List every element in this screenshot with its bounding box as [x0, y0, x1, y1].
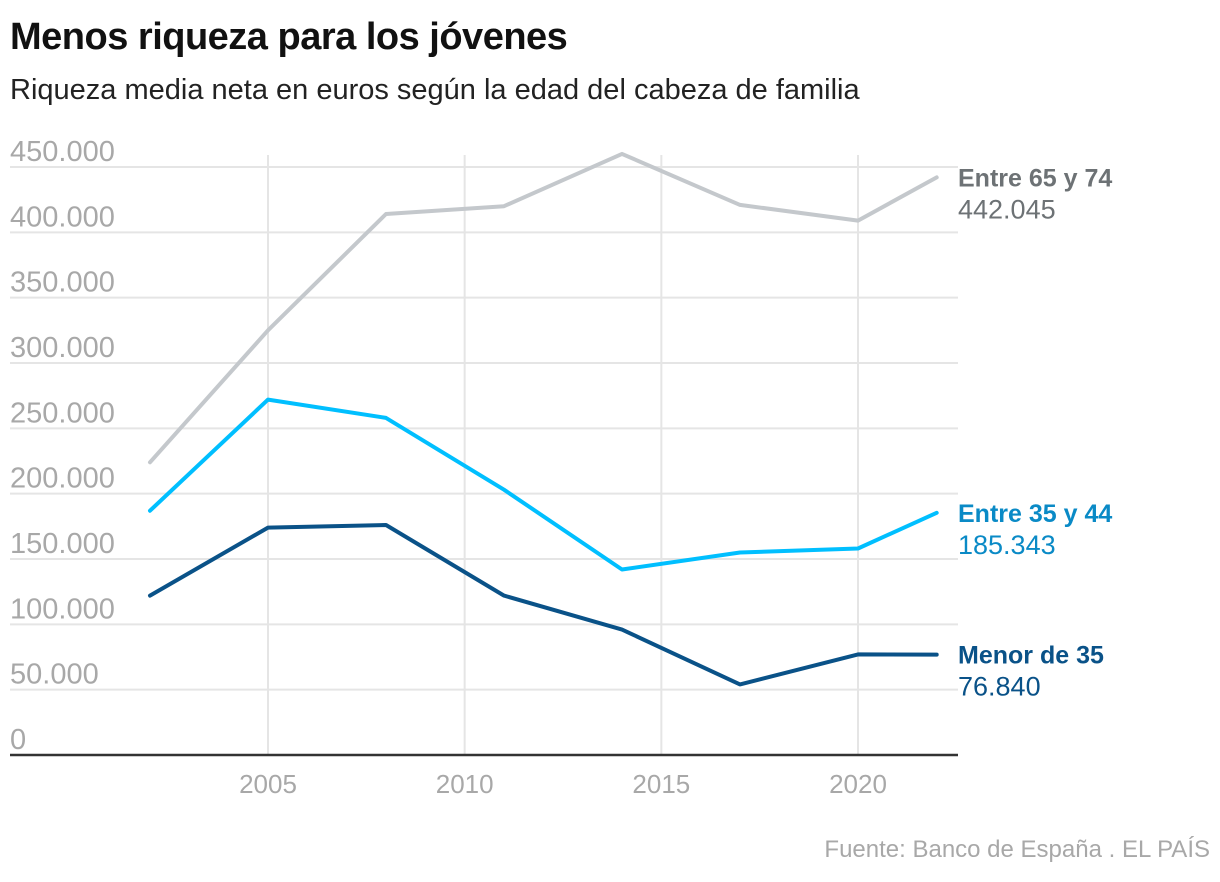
x-tick-label: 2020 — [829, 769, 887, 799]
y-gridlines — [10, 166, 958, 691]
x-axis-ticks: 2005 2010 2015 2020 — [239, 769, 887, 799]
y-tick-label: 150.000 — [10, 528, 115, 560]
source-note: Fuente: Banco de España . EL PAÍS — [824, 836, 1210, 863]
y-tick-label: 50.000 — [10, 659, 99, 691]
series-line-3 — [148, 523, 939, 687]
chart-subtitle: Riqueza media neta en euros según la eda… — [10, 74, 860, 106]
chart-title: Menos riqueza para los jóvenes — [10, 16, 568, 58]
y-tick-label: 350.000 — [10, 267, 115, 299]
series-lines — [148, 151, 939, 687]
y-tick-label: 250.000 — [10, 397, 115, 429]
y-tick-label: 400.000 — [10, 201, 115, 233]
series-label-name: Entre 35 y 44 — [958, 500, 1112, 528]
x-tick-label: 2005 — [239, 769, 297, 799]
y-axis-ticks: 0 50.000 100.000 150.000 200.000 250.000 300.0… — [10, 136, 115, 756]
y-tick-label: 300.000 — [10, 332, 115, 364]
series-label-name: Entre 65 y 74 — [958, 164, 1112, 192]
series-label-name: Menor de 35 — [958, 642, 1104, 670]
x-tick-label: 2015 — [632, 769, 690, 799]
x-tick-label: 2010 — [436, 769, 494, 799]
series-line-1 — [148, 151, 939, 465]
y-tick-label: 200.000 — [10, 463, 115, 495]
series-label-value: 185.343 — [958, 530, 1056, 560]
series-label-value: 76.840 — [958, 672, 1041, 702]
y-tick-label: 0 — [10, 724, 26, 756]
series-label-value: 442.045 — [958, 194, 1056, 224]
y-tick-label: 100.000 — [10, 593, 115, 625]
y-tick-label: 450.000 — [10, 136, 115, 168]
series-line-2 — [148, 397, 939, 572]
